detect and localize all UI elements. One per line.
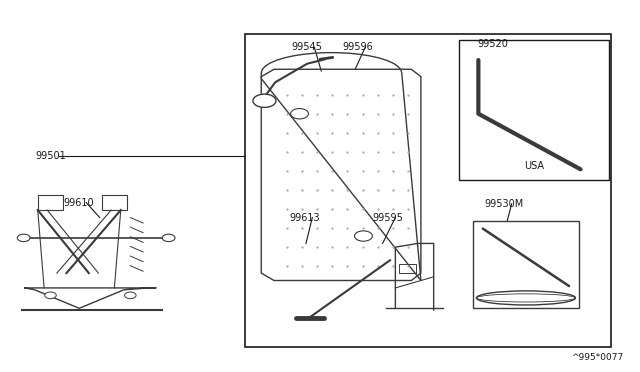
Ellipse shape — [476, 291, 575, 305]
Text: USA: USA — [524, 161, 544, 171]
Text: 99613: 99613 — [289, 212, 320, 222]
Text: 99595: 99595 — [372, 212, 403, 222]
Bar — [473, 221, 579, 308]
Text: 99610: 99610 — [63, 198, 94, 208]
Circle shape — [291, 109, 308, 119]
Circle shape — [253, 94, 276, 108]
Bar — [38, 195, 63, 210]
Text: 99501: 99501 — [36, 151, 67, 161]
Text: 99596: 99596 — [342, 42, 373, 52]
Circle shape — [17, 234, 30, 241]
Circle shape — [163, 234, 175, 241]
Text: ^995*0077: ^995*0077 — [571, 353, 623, 362]
Bar — [244, 34, 611, 347]
Text: 99520: 99520 — [477, 39, 509, 49]
Bar — [399, 264, 417, 273]
Text: 99530M: 99530M — [484, 199, 524, 209]
Bar — [460, 39, 609, 180]
Text: 99545: 99545 — [291, 42, 322, 52]
Circle shape — [45, 292, 56, 299]
Circle shape — [355, 231, 372, 241]
Bar — [102, 195, 127, 210]
Circle shape — [125, 292, 136, 299]
